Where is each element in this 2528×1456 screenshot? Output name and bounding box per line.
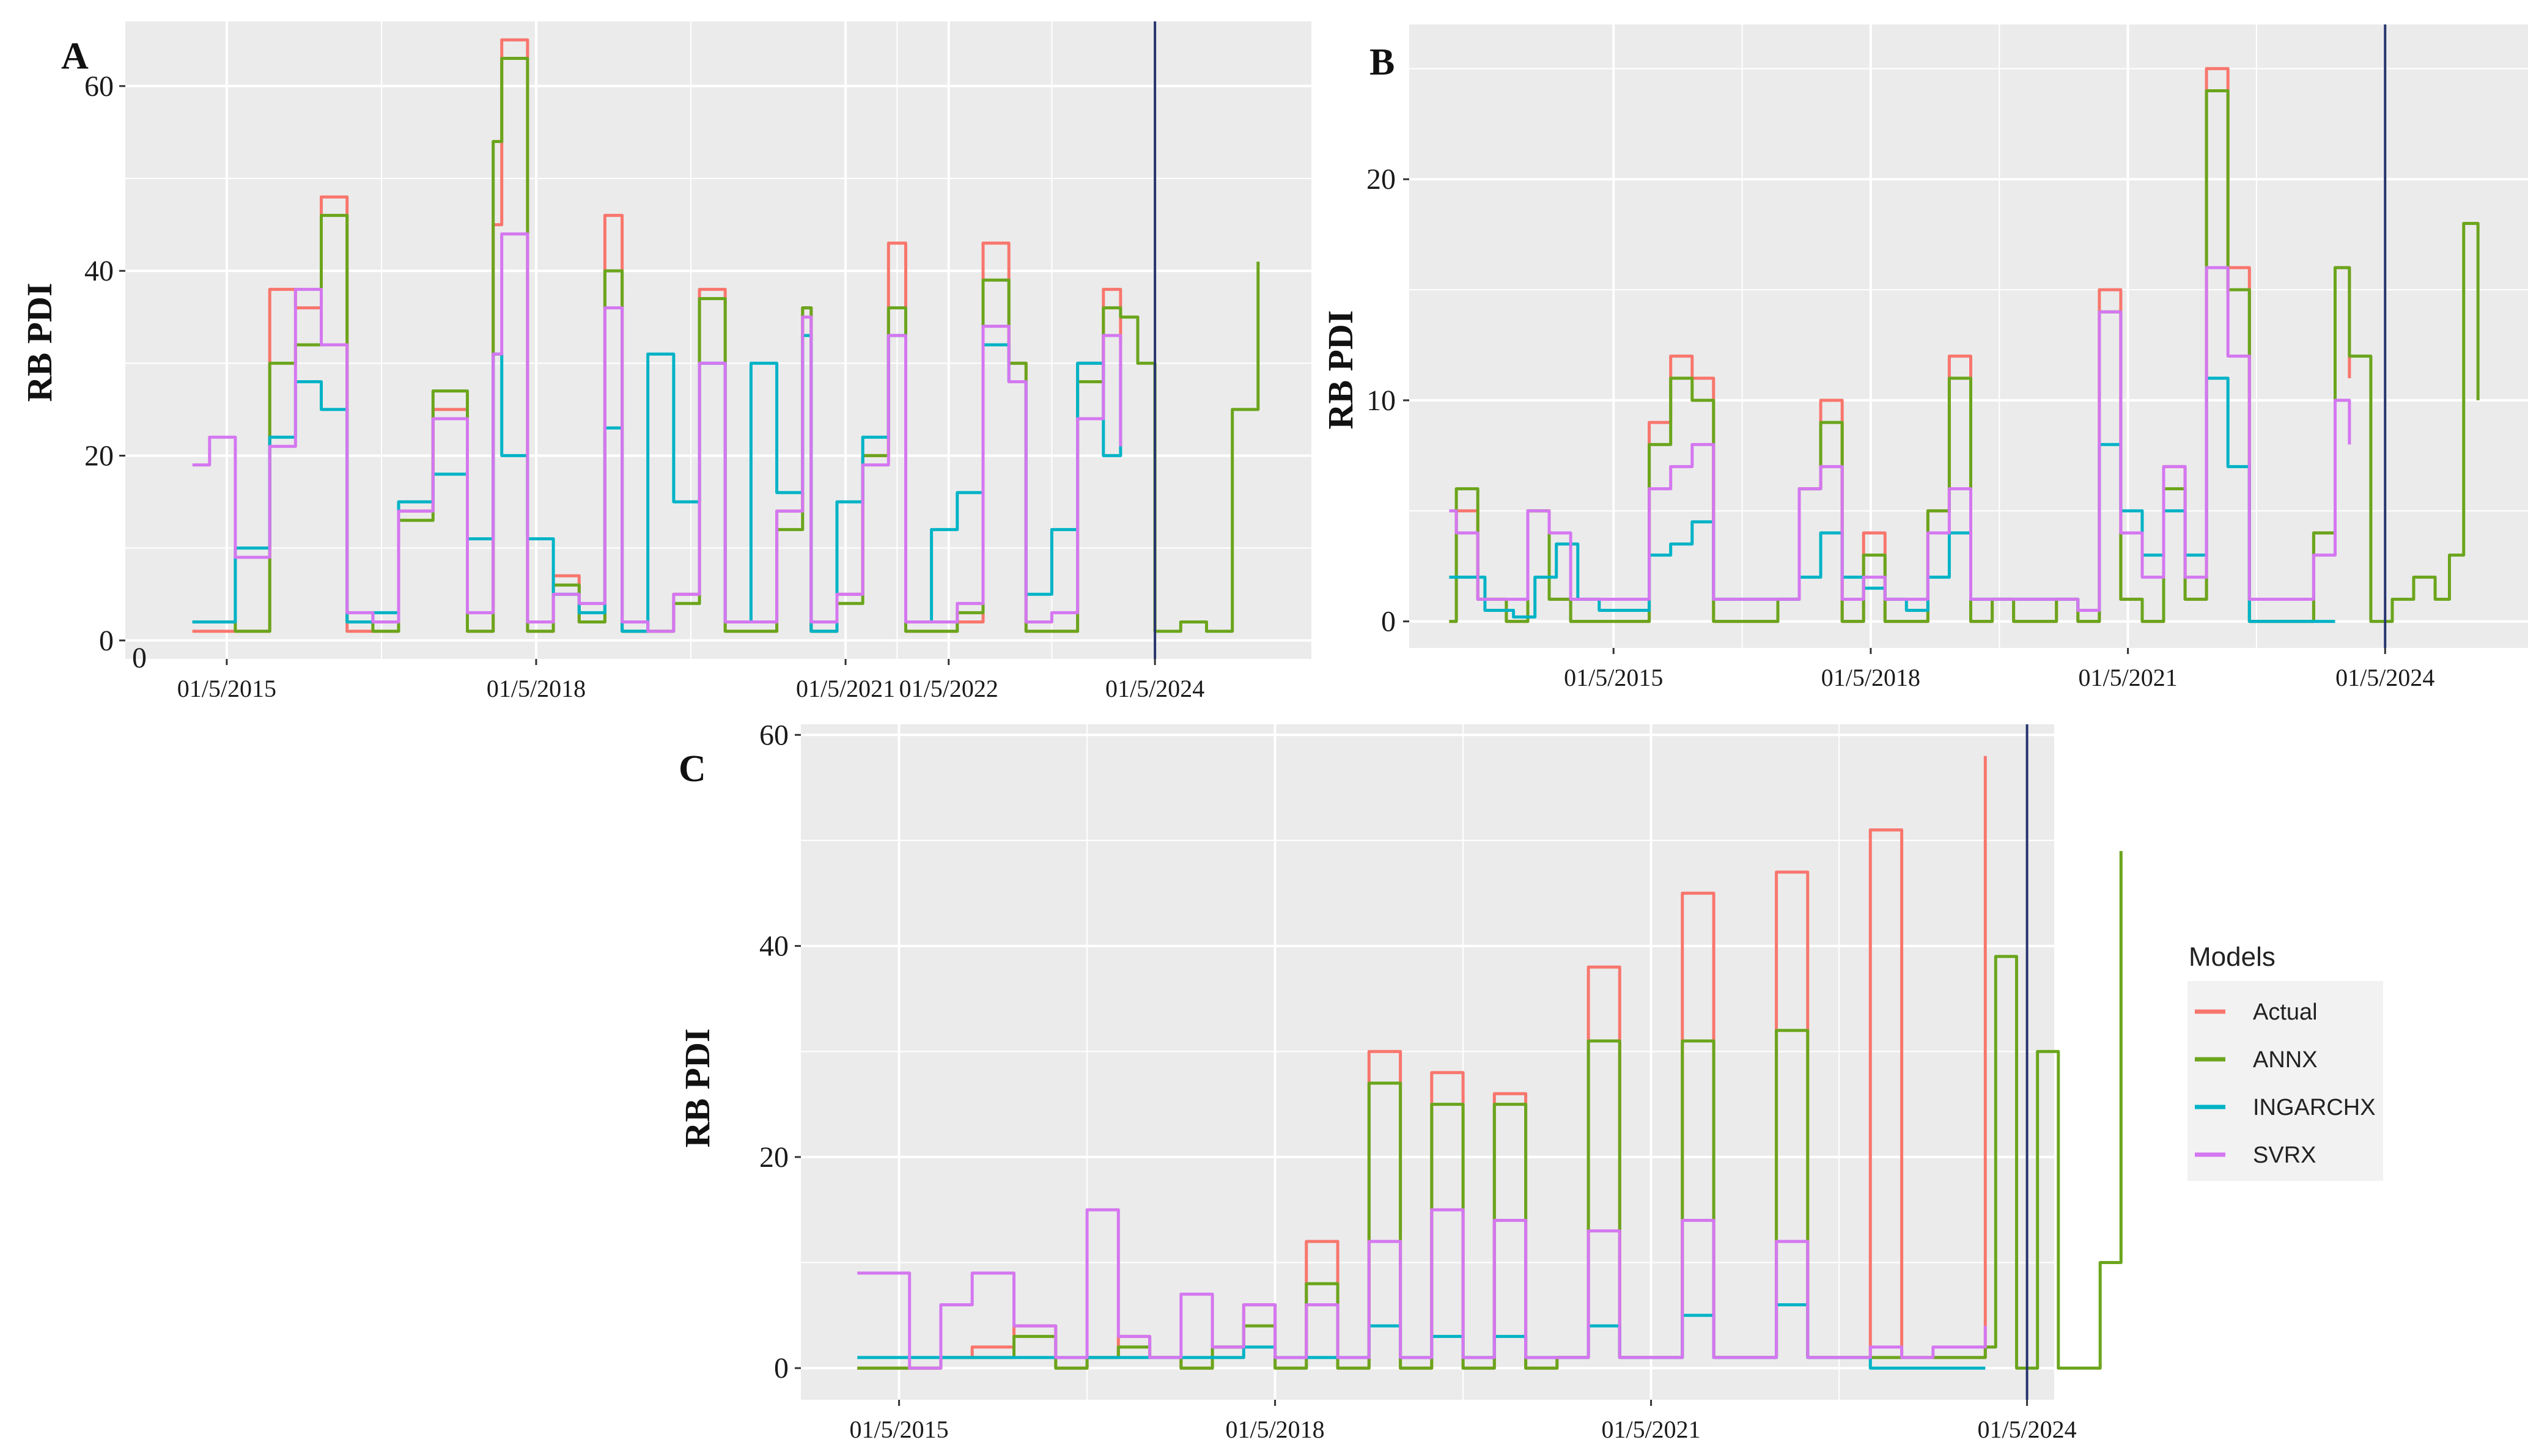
panel-b: 0 10 20 01/5/2015 01/5/2018 01/5/2021 01/5/202… bbox=[1321, 24, 2528, 691]
series-line-svrx bbox=[192, 232, 1122, 633]
x-tick-label: 01/5/2018 bbox=[487, 675, 586, 702]
y-axis-title: RB PDI bbox=[1321, 311, 1360, 430]
legend-label-annx: ANNX bbox=[2253, 1047, 2318, 1073]
y-axis-title: RB PDI bbox=[20, 283, 59, 402]
x-tick-label: 01/5/2022 bbox=[899, 675, 998, 702]
panel-label: A bbox=[61, 35, 89, 77]
y-tick-label: 20 bbox=[759, 1141, 789, 1174]
legend-item-ingarchx: INGARCHX bbox=[2195, 1095, 2376, 1120]
x-tick-label: 01/5/2021 bbox=[2078, 664, 2177, 691]
legend-item-actual: Actual bbox=[2195, 999, 2318, 1025]
series-line-annx bbox=[857, 851, 2123, 1370]
x-tick-label: 01/5/2024 bbox=[1977, 1416, 2076, 1443]
series-line-svrx bbox=[857, 1208, 1987, 1370]
x-tick-label: 01/5/2018 bbox=[1821, 664, 1920, 691]
legend-title: Models bbox=[2189, 942, 2276, 972]
x-tick-label: 01/5/2015 bbox=[849, 1416, 948, 1443]
panel-c: 0 20 40 60 01/5/2015 01/5/2018 01/5/2021 01/5/2… bbox=[677, 719, 2123, 1443]
y-tick-label: 0 bbox=[1381, 606, 1396, 638]
x-tick-label: 01/5/2024 bbox=[2335, 664, 2434, 691]
y-tick-label: 0 bbox=[99, 625, 114, 657]
panel-label: B bbox=[1369, 42, 1395, 83]
y-tick-label: 60 bbox=[84, 70, 114, 103]
plot-background bbox=[801, 724, 2054, 1400]
plot-background bbox=[1409, 24, 2528, 648]
y-tick-label: 40 bbox=[759, 930, 789, 963]
x-tick-label: 01/5/2018 bbox=[1225, 1416, 1324, 1443]
legend-item-svrx: SVRX bbox=[2195, 1142, 2316, 1168]
y-tick-label: 0 bbox=[774, 1352, 789, 1384]
y-tick-label: 10 bbox=[1366, 384, 1396, 417]
x-tick-label: 01/5/2021 bbox=[796, 675, 895, 702]
panel-label: C bbox=[679, 748, 706, 790]
x-tick-label: 01/5/2015 bbox=[177, 675, 276, 702]
legend-item-annx: ANNX bbox=[2195, 1047, 2318, 1073]
series-line-svrx bbox=[1449, 266, 2351, 612]
legend-label-svrx: SVRX bbox=[2253, 1142, 2316, 1168]
extra-tick-label: 0 bbox=[132, 642, 147, 674]
plot-background bbox=[125, 21, 1311, 659]
legend: Models Actual ANNX INGARCHX SVRX bbox=[2187, 942, 2383, 1181]
legend-label-ingarchx: INGARCHX bbox=[2253, 1095, 2376, 1120]
legend-key-background bbox=[2187, 981, 2383, 1181]
x-tick-label: 01/5/2015 bbox=[1564, 664, 1663, 691]
y-tick-label: 40 bbox=[84, 255, 114, 287]
legend-label-actual: Actual bbox=[2253, 999, 2318, 1025]
x-tick-label: 01/5/2024 bbox=[1105, 675, 1204, 702]
x-tick-label: 01/5/2021 bbox=[1601, 1416, 1700, 1443]
y-tick-label: 20 bbox=[1366, 163, 1396, 196]
y-tick-label: 60 bbox=[759, 719, 789, 751]
y-tick-label: 20 bbox=[84, 439, 114, 472]
y-axis-title: RB PDI bbox=[677, 1029, 717, 1148]
